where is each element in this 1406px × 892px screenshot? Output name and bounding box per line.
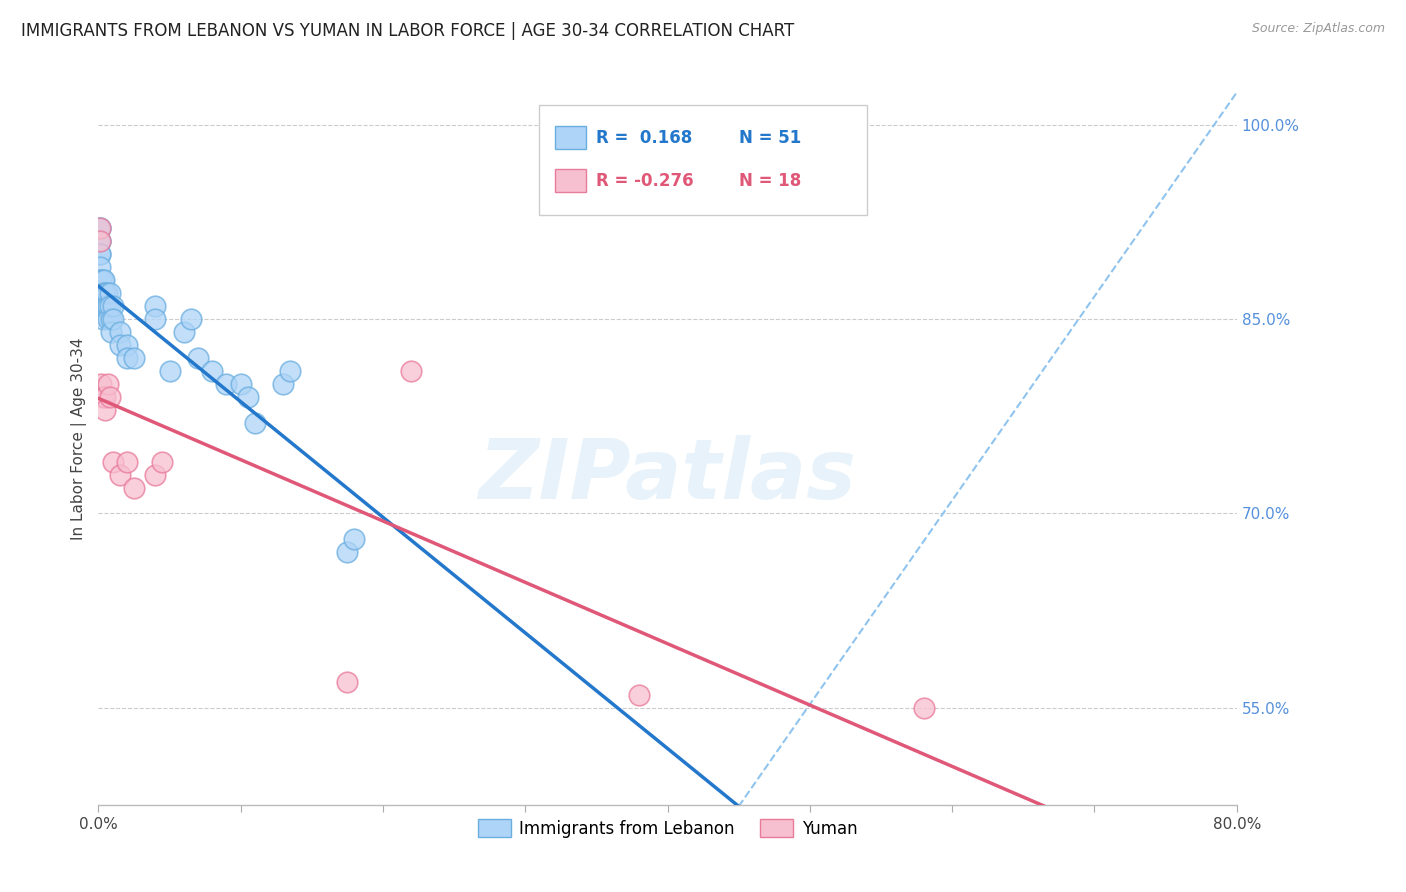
Point bbox=[143, 299, 166, 313]
Point bbox=[94, 402, 117, 417]
Point bbox=[89, 260, 111, 275]
Point bbox=[115, 351, 138, 365]
Point bbox=[89, 235, 111, 249]
Point bbox=[89, 273, 111, 287]
Point bbox=[93, 286, 115, 301]
Point bbox=[101, 455, 124, 469]
Point bbox=[336, 674, 359, 689]
Point bbox=[101, 312, 124, 326]
Point bbox=[91, 390, 114, 404]
Point bbox=[89, 247, 111, 261]
Point bbox=[97, 312, 120, 326]
Point bbox=[90, 376, 112, 391]
Point bbox=[91, 286, 114, 301]
Point bbox=[108, 325, 131, 339]
Point bbox=[94, 286, 117, 301]
FancyBboxPatch shape bbox=[555, 126, 586, 150]
FancyBboxPatch shape bbox=[555, 169, 586, 192]
Point bbox=[100, 325, 122, 339]
Point bbox=[91, 312, 114, 326]
Point bbox=[122, 481, 145, 495]
Text: Source: ZipAtlas.com: Source: ZipAtlas.com bbox=[1251, 22, 1385, 36]
Point bbox=[108, 467, 131, 482]
Text: R = -0.276: R = -0.276 bbox=[596, 171, 695, 189]
Text: N = 18: N = 18 bbox=[738, 171, 801, 189]
Point bbox=[273, 376, 295, 391]
Point bbox=[93, 299, 115, 313]
Point bbox=[187, 351, 209, 365]
Point bbox=[180, 312, 202, 326]
Legend: Immigrants from Lebanon, Yuman: Immigrants from Lebanon, Yuman bbox=[471, 813, 863, 844]
Point bbox=[280, 364, 302, 378]
Point bbox=[98, 299, 121, 313]
Point bbox=[143, 467, 166, 482]
Point bbox=[94, 390, 117, 404]
Point bbox=[89, 286, 111, 301]
Point bbox=[98, 390, 121, 404]
Point bbox=[201, 364, 224, 378]
Point bbox=[243, 416, 266, 430]
Point bbox=[115, 455, 138, 469]
Text: IMMIGRANTS FROM LEBANON VS YUMAN IN LABOR FORCE | AGE 30-34 CORRELATION CHART: IMMIGRANTS FROM LEBANON VS YUMAN IN LABO… bbox=[21, 22, 794, 40]
Point bbox=[97, 299, 120, 313]
Point bbox=[100, 312, 122, 326]
Point bbox=[94, 299, 117, 313]
Point bbox=[343, 533, 366, 547]
Point bbox=[336, 545, 359, 559]
Point bbox=[122, 351, 145, 365]
Point bbox=[229, 376, 252, 391]
Point bbox=[97, 376, 120, 391]
Point bbox=[90, 299, 112, 313]
Point bbox=[912, 701, 935, 715]
Point bbox=[143, 312, 166, 326]
Point bbox=[93, 273, 115, 287]
Point bbox=[98, 286, 121, 301]
Point bbox=[90, 286, 112, 301]
FancyBboxPatch shape bbox=[540, 105, 866, 216]
Point bbox=[173, 325, 195, 339]
Point bbox=[101, 299, 124, 313]
Point bbox=[89, 247, 111, 261]
Point bbox=[89, 235, 111, 249]
Y-axis label: In Labor Force | Age 30-34: In Labor Force | Age 30-34 bbox=[72, 338, 87, 541]
Point bbox=[96, 286, 118, 301]
Point bbox=[628, 688, 651, 702]
Point bbox=[89, 221, 111, 235]
Point bbox=[96, 299, 118, 313]
Point bbox=[90, 273, 112, 287]
Text: N = 51: N = 51 bbox=[738, 128, 801, 147]
Point bbox=[150, 455, 173, 469]
Point bbox=[89, 221, 111, 235]
Point bbox=[401, 364, 423, 378]
Point bbox=[89, 235, 111, 249]
Text: R =  0.168: R = 0.168 bbox=[596, 128, 693, 147]
Point bbox=[89, 221, 111, 235]
Point bbox=[108, 338, 131, 352]
Point bbox=[115, 338, 138, 352]
Text: ZIPatlas: ZIPatlas bbox=[478, 435, 856, 516]
Point bbox=[159, 364, 181, 378]
Point bbox=[91, 273, 114, 287]
Point bbox=[236, 390, 259, 404]
Point bbox=[89, 299, 111, 313]
Point bbox=[215, 376, 238, 391]
